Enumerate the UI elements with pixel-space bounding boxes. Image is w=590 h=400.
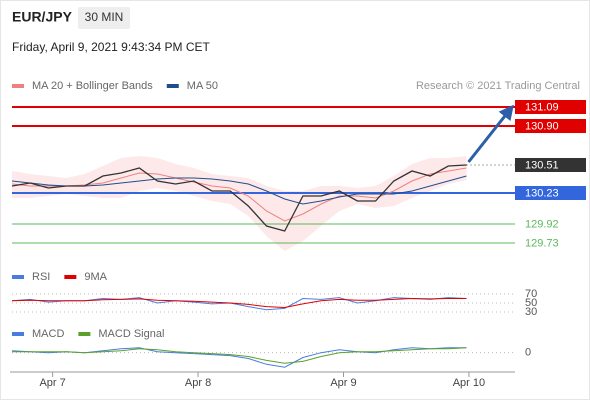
legend-label: RSI — [32, 271, 50, 283]
level-label-box — [515, 119, 586, 133]
legend-swatch — [64, 275, 77, 279]
legend-swatch — [12, 84, 24, 88]
series-line — [12, 347, 467, 364]
y-tick-label: 50 — [525, 297, 537, 309]
level-label-box — [515, 158, 586, 172]
target-arrow — [467, 104, 514, 163]
level-label: 129.73 — [525, 237, 559, 249]
interval: 30 MIN — [85, 10, 124, 24]
level-label-box — [515, 100, 586, 114]
series-line — [11, 175, 467, 205]
level-label: 130.23 — [525, 187, 559, 199]
level-label: 130.51 — [525, 159, 559, 171]
bollinger-band — [12, 156, 467, 251]
x-tick-label: Apr 10 — [453, 377, 485, 389]
legend-label: 9MA — [84, 271, 107, 283]
symbol: EUR/JPY — [12, 9, 73, 25]
level-label-box — [515, 186, 586, 200]
datetime: Friday, April 9, 2021 9:43:34 PM CET — [12, 40, 211, 54]
legend-swatch — [12, 275, 24, 279]
level-label: 131.09 — [525, 101, 559, 113]
interval-badge — [78, 7, 130, 29]
y-tick-label: 70 — [525, 288, 537, 300]
x-tick-label: Apr 9 — [330, 377, 356, 389]
legend-label: MACD Signal — [98, 328, 164, 340]
legend-swatch — [166, 84, 179, 88]
source: Research © 2021 Trading Central — [416, 80, 580, 92]
legend-swatch — [12, 332, 24, 336]
x-tick-label: Apr 8 — [185, 377, 211, 389]
legend-label: MA 20 + Bollinger Bands — [32, 80, 153, 92]
legend-label: MACD — [32, 328, 64, 340]
x-tick-label: Apr 7 — [39, 377, 65, 389]
y-tick-label: 30 — [525, 306, 537, 318]
level-label: 129.92 — [525, 218, 559, 230]
y-tick-label: 0 — [525, 347, 531, 359]
level-label: 130.90 — [525, 120, 559, 132]
series-line — [11, 297, 467, 309]
legend-swatch — [78, 332, 91, 336]
legend-label: MA 50 — [187, 80, 218, 92]
price-line — [11, 164, 467, 232]
